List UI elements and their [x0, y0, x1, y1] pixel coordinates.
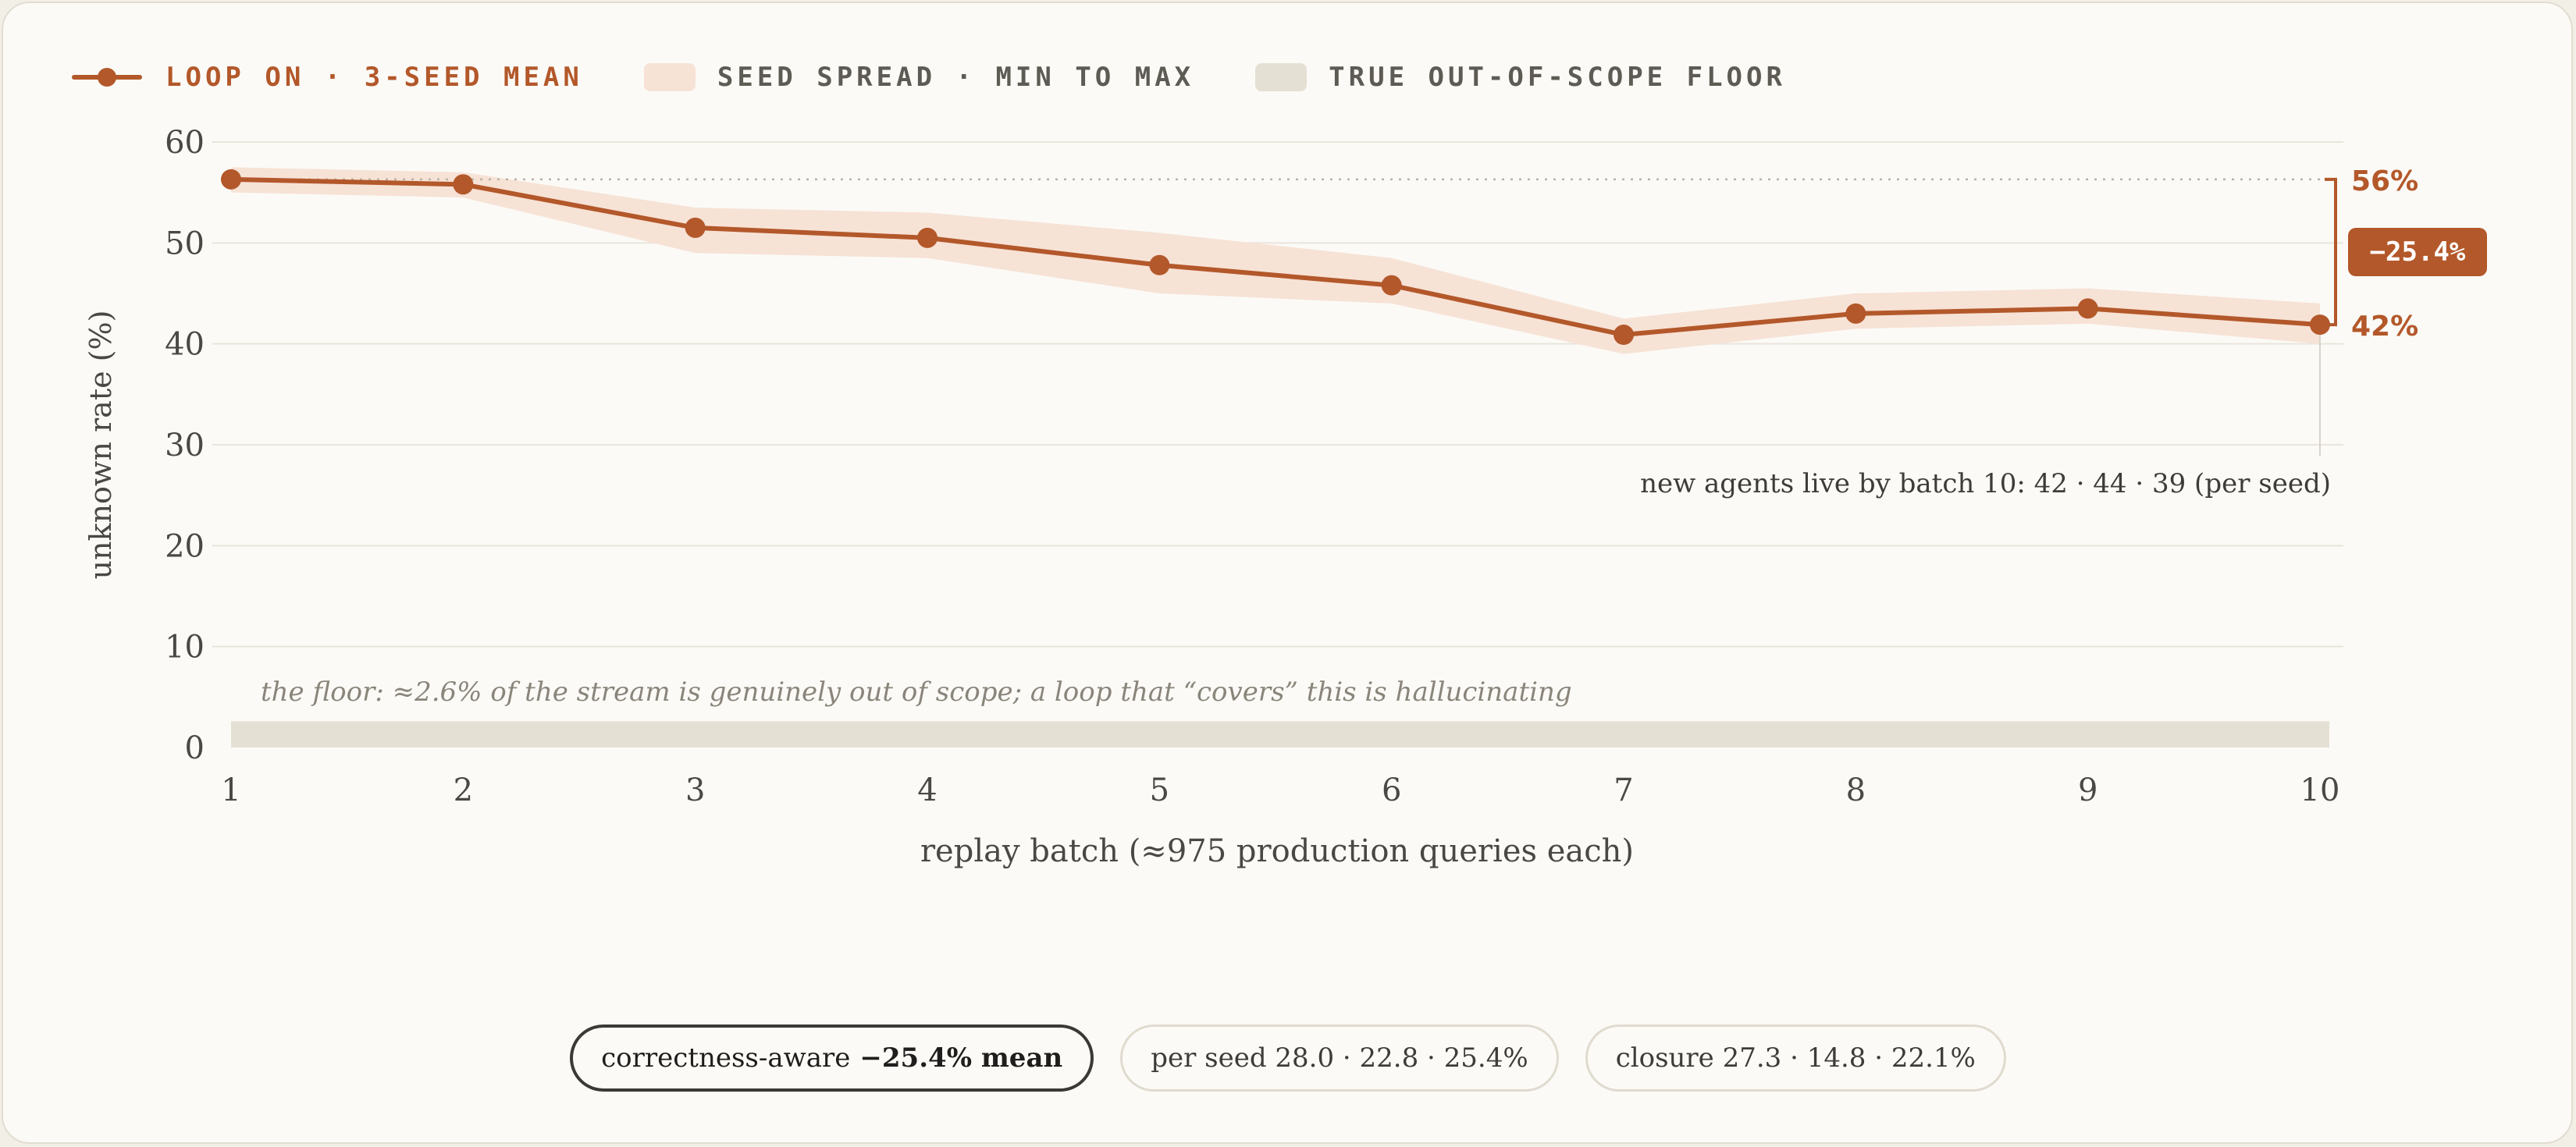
pill-closure: closure 27.3 · 14.8 · 22.1% [1585, 1024, 2006, 1092]
line-marker-icon [72, 68, 142, 87]
pill-correctness-aware-value: −25.4% mean [859, 1042, 1063, 1074]
data-point-batch-6 [1381, 275, 1402, 296]
y-tick-label-40: 40 [165, 327, 205, 363]
y-tick-label-20: 20 [165, 528, 205, 564]
data-point-batch-8 [1845, 303, 1866, 324]
summary-pills: correctness-aware −25.4% mean per seed 2… [0, 1024, 2576, 1095]
spread-swatch-icon [643, 63, 696, 91]
pill-correctness-aware-label: correctness-aware [601, 1042, 851, 1074]
x-tick-label-3: 3 [685, 772, 705, 808]
change-badge-label: −25.4% [2370, 236, 2466, 268]
x-tick-label-8: 8 [1846, 772, 1866, 808]
legend: LOOP ON · 3-SEED MEAN SEED SPREAD · MIN … [72, 58, 1847, 97]
change-bracket [2325, 177, 2337, 327]
y-tick-label-10: 10 [165, 630, 205, 666]
series-line-loop-on [229, 176, 2322, 338]
legend-label-floor: TRUE OUT-OF-SCOPE FLOOR [1329, 62, 1786, 93]
data-point-batch-7 [1614, 325, 1634, 346]
x-tick-label-7: 7 [1614, 772, 1633, 808]
legend-label-loop-on: LOOP ON · 3-SEED MEAN [165, 62, 583, 93]
floor-swatch-icon [1255, 63, 1308, 91]
y-tick-label-60: 60 [165, 125, 205, 161]
y-tick-label-30: 30 [165, 428, 205, 463]
line-chart: 0 10 20 30 40 50 60 1 2 3 4 5 6 7 8 9 10 replay batch (≈9… [84, 125, 2487, 869]
x-tick-label-2: 2 [454, 772, 473, 808]
y-tick-label-0: 0 [185, 730, 205, 766]
x-tick-label-4: 4 [917, 772, 937, 808]
data-point-batch-1 [221, 169, 241, 190]
data-point-batch-2 [453, 174, 474, 195]
x-tick-label-10: 10 [2300, 772, 2340, 808]
x-tick-label-1: 1 [221, 772, 240, 808]
legend-item-seed-spread: SEED SPREAD · MIN TO MAX [643, 62, 1195, 93]
pill-correctness-aware: correctness-aware −25.4% mean [570, 1024, 1094, 1092]
end-value-label: 42% [2351, 311, 2418, 343]
pill-per-seed: per seed 28.0 · 22.8 · 25.4% [1120, 1024, 1559, 1092]
y-tick-label-50: 50 [165, 225, 205, 261]
y-axis-title: unknown rate (%) [84, 311, 118, 580]
floor-band [231, 721, 2329, 748]
x-tick-label-5: 5 [1150, 772, 1169, 808]
data-point-batch-4 [917, 227, 938, 248]
floor-annotation: the floor: ≈2.6% of the stream is genuin… [261, 676, 1572, 708]
data-point-batch-9 [2077, 298, 2098, 319]
pill-closure-label: closure 27.3 · 14.8 · 22.1% [1615, 1042, 1976, 1074]
data-point-batch-5 [1149, 254, 1170, 275]
seed-spread-band [231, 167, 2320, 354]
legend-item-floor: TRUE OUT-OF-SCOPE FLOOR [1255, 62, 1786, 93]
start-value-label: 56% [2351, 165, 2418, 197]
data-point-batch-10 [2310, 314, 2330, 336]
change-badge [2348, 228, 2487, 276]
data-point-batch-3 [685, 217, 706, 238]
legend-label-seed-spread: SEED SPREAD · MIN TO MAX [717, 62, 1195, 93]
pill-per-seed-label: per seed 28.0 · 22.8 · 25.4% [1151, 1042, 1528, 1074]
x-tick-label-9: 9 [2078, 772, 2097, 808]
legend-item-loop-on: LOOP ON · 3-SEED MEAN [72, 62, 583, 93]
x-axis-title: replay batch (≈975 production queries ea… [920, 833, 1634, 869]
agents-annotation: new agents live by batch 10: 42 · 44 · 3… [1640, 468, 2331, 499]
x-tick-label-6: 6 [1382, 772, 1401, 808]
